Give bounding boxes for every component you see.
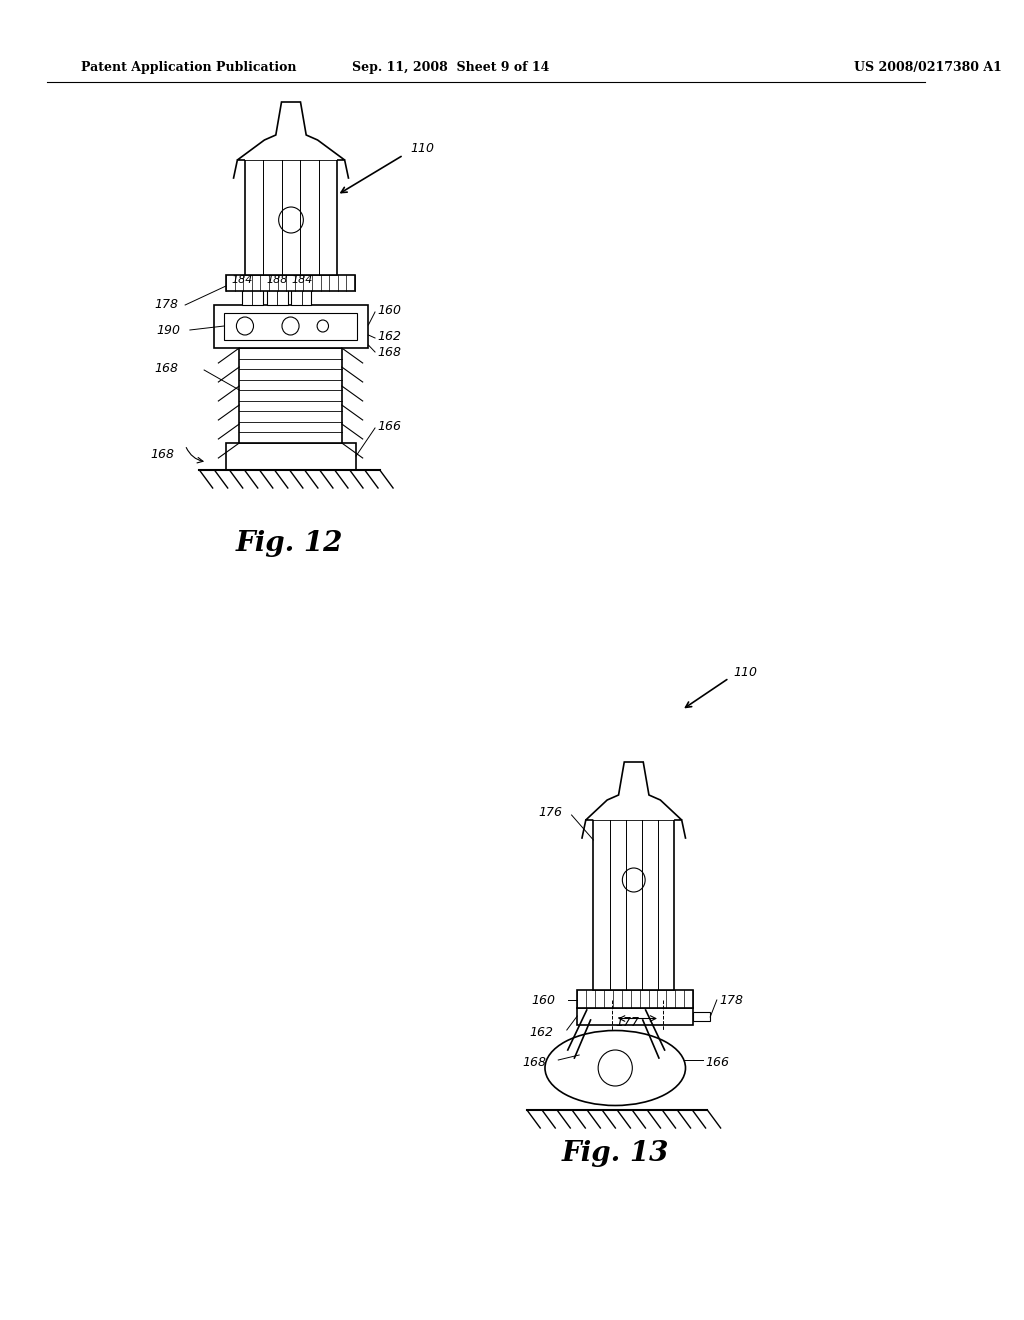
Bar <box>226 275 355 290</box>
Circle shape <box>282 317 299 335</box>
Text: 110: 110 <box>733 665 757 678</box>
Text: 168: 168 <box>155 362 179 375</box>
Text: 166: 166 <box>706 1056 729 1068</box>
Bar <box>593 820 674 990</box>
Bar <box>578 990 693 1008</box>
Polygon shape <box>238 102 345 160</box>
Text: 160: 160 <box>531 994 556 1006</box>
Text: 162: 162 <box>377 330 401 343</box>
Bar <box>224 313 357 341</box>
Circle shape <box>598 1049 633 1086</box>
Text: 176: 176 <box>539 805 562 818</box>
Bar <box>214 305 369 348</box>
Text: 177: 177 <box>615 1015 639 1028</box>
Text: US 2008/0217380 A1: US 2008/0217380 A1 <box>854 62 1002 74</box>
Text: 188: 188 <box>266 275 288 285</box>
Circle shape <box>317 319 329 333</box>
Text: 166: 166 <box>377 420 401 433</box>
Text: 184: 184 <box>291 275 312 285</box>
Circle shape <box>623 869 645 892</box>
Bar <box>226 444 356 470</box>
Bar <box>242 290 263 305</box>
Ellipse shape <box>545 1031 685 1106</box>
Text: 162: 162 <box>529 1026 554 1039</box>
Text: 168: 168 <box>522 1056 546 1068</box>
Text: Sep. 11, 2008  Sheet 9 of 14: Sep. 11, 2008 Sheet 9 of 14 <box>352 62 550 74</box>
Text: 168: 168 <box>377 346 401 359</box>
Text: 184: 184 <box>231 275 253 285</box>
Bar <box>578 1008 693 1026</box>
Circle shape <box>279 207 303 234</box>
Text: 190: 190 <box>157 323 180 337</box>
Text: Fig. 13: Fig. 13 <box>561 1140 669 1167</box>
Bar <box>693 1012 711 1020</box>
Bar <box>267 290 288 305</box>
Text: 168: 168 <box>150 449 174 462</box>
Bar <box>240 348 342 444</box>
Text: 110: 110 <box>411 141 434 154</box>
Text: Fig. 12: Fig. 12 <box>236 531 343 557</box>
Circle shape <box>237 317 254 335</box>
Text: 178: 178 <box>155 298 179 312</box>
Bar <box>292 290 311 305</box>
Text: Patent Application Publication: Patent Application Publication <box>81 62 296 74</box>
Bar <box>245 160 337 275</box>
Polygon shape <box>586 762 682 820</box>
Text: 178: 178 <box>720 994 743 1006</box>
Text: 160: 160 <box>377 304 401 317</box>
